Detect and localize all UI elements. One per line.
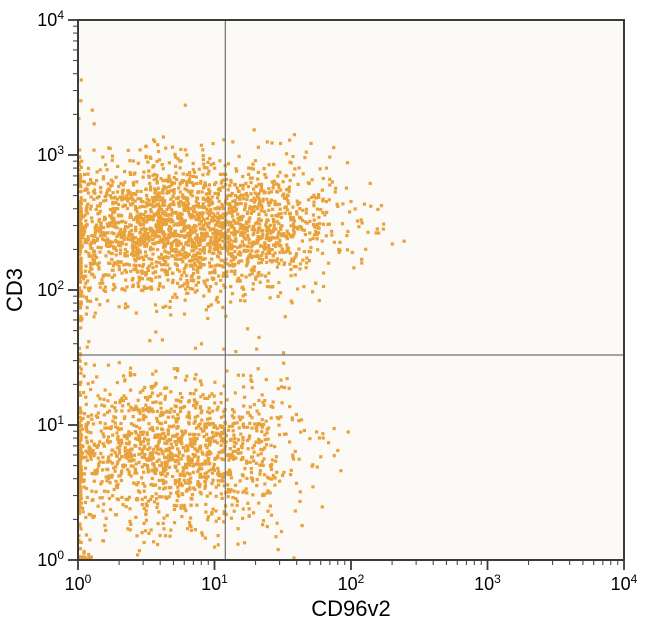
svg-text:100: 100 <box>65 572 92 594</box>
x-axis-ticks <box>78 560 624 570</box>
svg-text:101: 101 <box>201 572 228 594</box>
y-axis-ticks <box>68 20 78 560</box>
svg-text:103: 103 <box>474 572 501 594</box>
flow-cytometry-scatter-chart: 100 101 102 103 104 100 101 102 103 104 CD96v2 C… <box>0 0 650 628</box>
svg-text:104: 104 <box>37 8 64 30</box>
y-axis-title: CD3 <box>2 268 27 312</box>
chart-svg: 100 101 102 103 104 100 101 102 103 104 CD96v2 C… <box>0 0 650 628</box>
svg-text:102: 102 <box>37 278 64 300</box>
svg-text:103: 103 <box>37 143 64 165</box>
svg-text:101: 101 <box>37 413 64 435</box>
svg-text:104: 104 <box>611 572 638 594</box>
svg-text:102: 102 <box>338 572 365 594</box>
svg-text:100: 100 <box>37 548 64 570</box>
y-axis-tick-labels: 100 101 102 103 104 <box>37 8 64 570</box>
x-axis-title: CD96v2 <box>311 596 390 621</box>
x-axis-tick-labels: 100 101 102 103 104 <box>65 572 638 594</box>
